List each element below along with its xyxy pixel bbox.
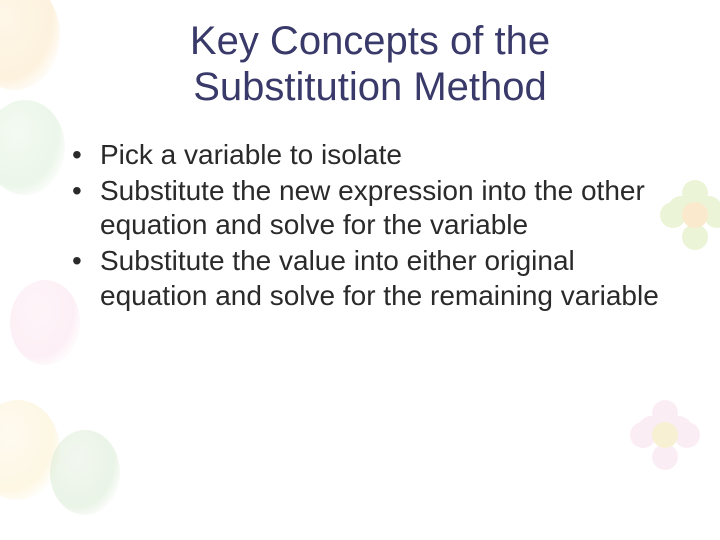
slide-title: Key Concepts of the Substitution Method bbox=[60, 18, 680, 110]
bullet-list: Pick a variable to isolate Substitute th… bbox=[60, 138, 680, 313]
bullet-item: Pick a variable to isolate bbox=[72, 138, 680, 172]
bullet-item: Substitute the new expression into the o… bbox=[72, 174, 680, 242]
flower-decoration bbox=[630, 400, 700, 470]
balloon-decoration bbox=[50, 430, 120, 515]
balloon-decoration bbox=[0, 400, 60, 500]
bullet-item: Substitute the value into either origina… bbox=[72, 244, 680, 312]
slide-content: Key Concepts of the Substitution Method … bbox=[0, 0, 720, 313]
